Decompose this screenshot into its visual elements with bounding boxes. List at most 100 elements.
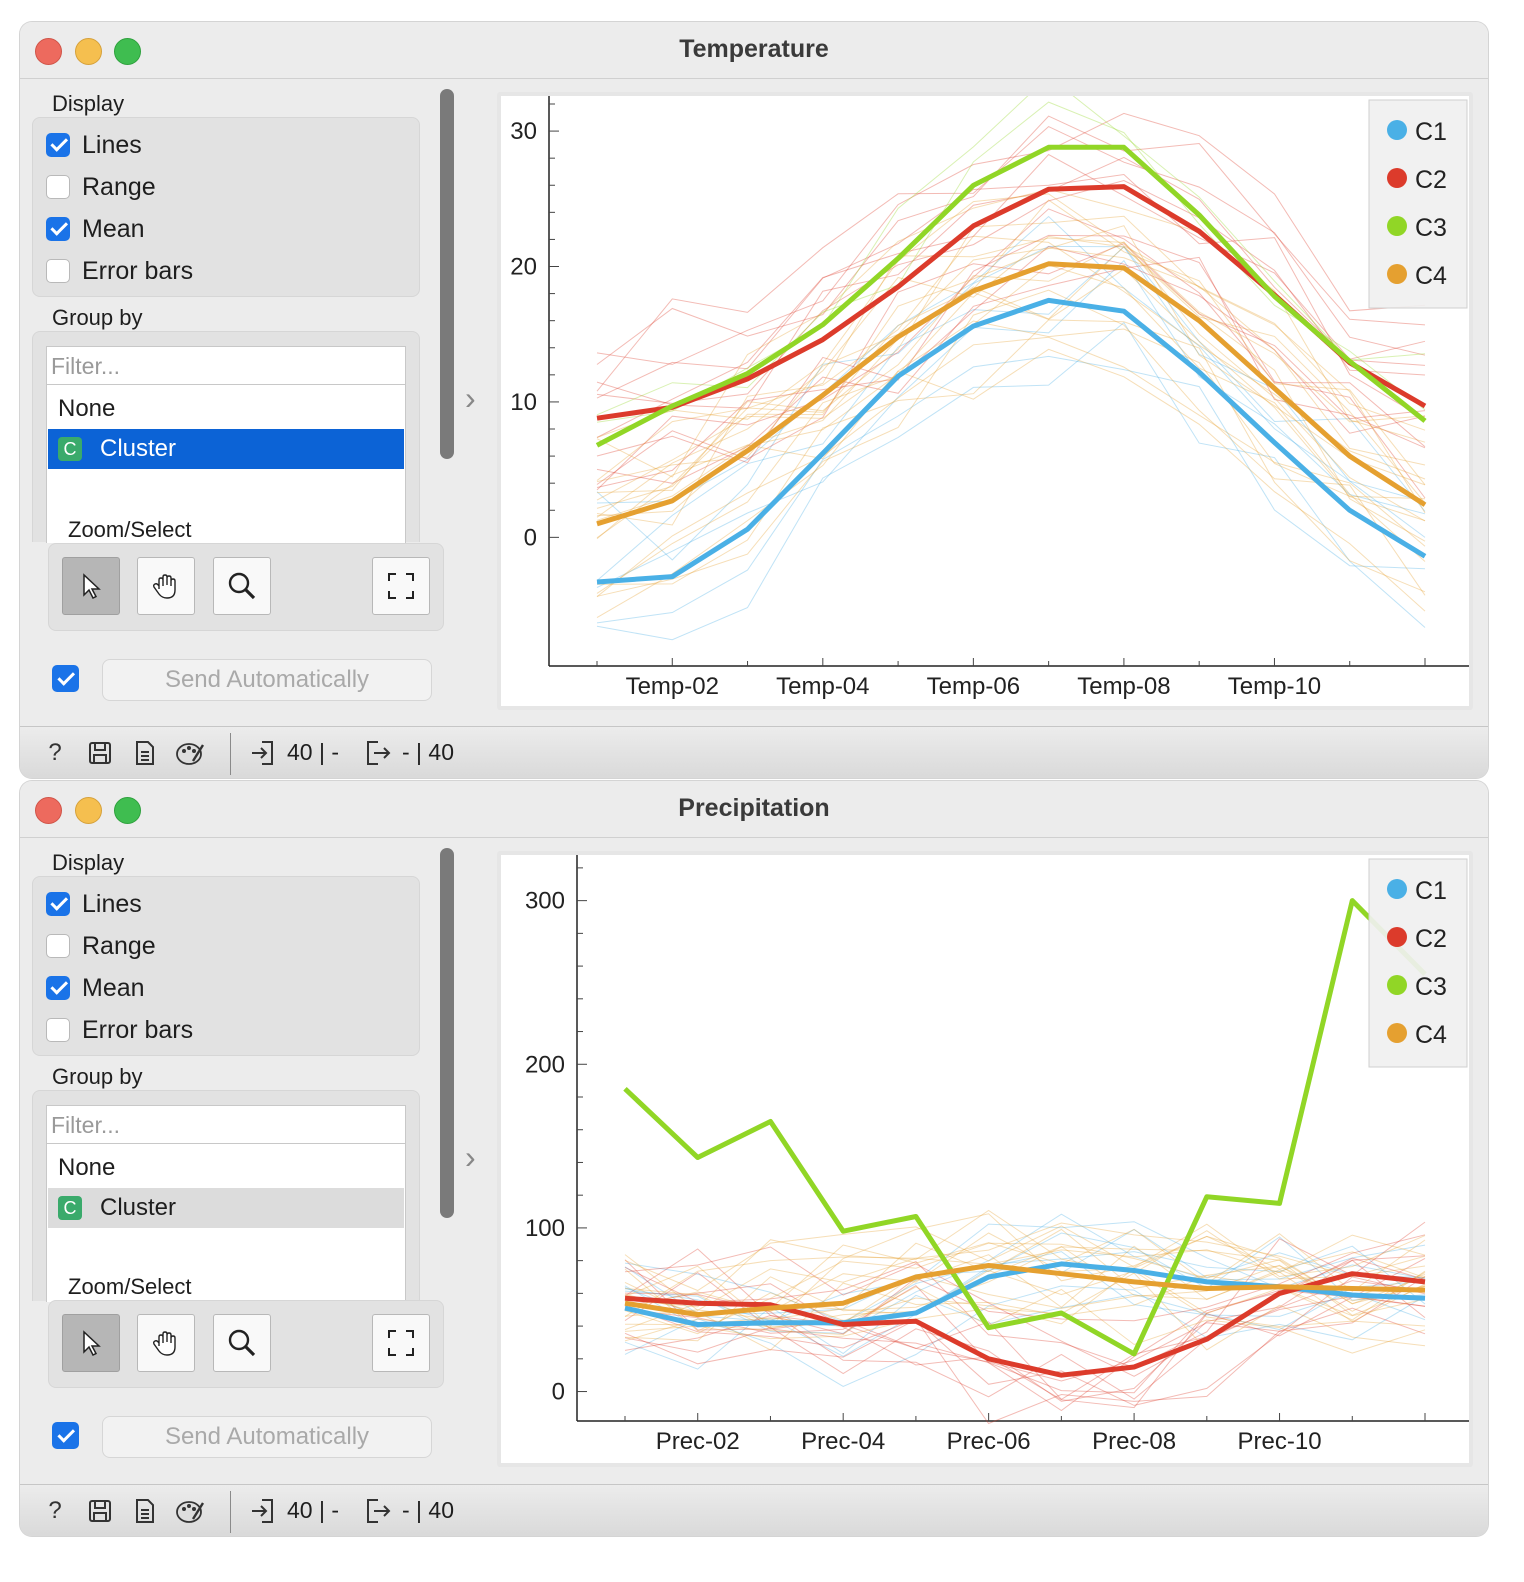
legend-label-c4: C4 [1415, 262, 1447, 290]
list-item-cluster[interactable]: C Cluster [48, 1188, 404, 1228]
individual-line-c4 [596, 225, 1426, 509]
individual-line-c4 [624, 1213, 1426, 1327]
help-icon[interactable]: ? [48, 739, 62, 766]
save-icon[interactable] [85, 1496, 115, 1526]
pan-tool-button[interactable] [137, 557, 195, 615]
zoom-select-box [48, 1300, 444, 1388]
individual-line-c1 [624, 1285, 1426, 1387]
group-by-box: Filter... None C Cluster [32, 1090, 420, 1302]
individual-line-c1 [624, 1221, 1426, 1322]
display-box: Lines Range Mean Error bars [32, 117, 420, 297]
close-window-button[interactable] [35, 38, 62, 65]
individual-line-c1 [624, 1280, 1426, 1370]
input-summary: 40 | - [287, 739, 339, 765]
checkbox-checked-icon[interactable] [46, 217, 70, 241]
close-window-button[interactable] [35, 797, 62, 824]
group-by-list[interactable]: Filter... None C Cluster [46, 346, 406, 543]
zoom-tool-button[interactable] [213, 557, 271, 615]
minimize-window-button[interactable] [75, 38, 102, 65]
control-panel: Display Lines Range Mean Error bars Grou… [20, 838, 460, 1488]
legend-box [1368, 99, 1468, 309]
zoom-window-button[interactable] [114, 38, 141, 65]
send-automatically-button[interactable]: Send Automatically [102, 659, 432, 701]
input-summary: 40 | - [287, 1497, 339, 1523]
temperature-line-chart[interactable]: 0 10 20 30 Temp-02 Temp-04 Temp-06 Temp-08 Temp-… [501, 75, 1469, 706]
pan-tool-button[interactable] [137, 1314, 195, 1372]
minimize-window-button[interactable] [75, 797, 102, 824]
palette-icon[interactable] [175, 1496, 205, 1526]
checkbox-unchecked-icon[interactable] [46, 934, 70, 958]
reset-zoom-button[interactable] [372, 1314, 430, 1372]
y-tick-label: 20 [510, 254, 537, 281]
collapse-panel-chevron-icon[interactable]: › [465, 1139, 476, 1175]
mean-checkbox[interactable]: Mean [46, 214, 145, 244]
precipitation-window: Precipitation Display Lines Range Mean E… [20, 781, 1488, 1536]
list-item-cluster[interactable]: C Cluster [48, 429, 404, 469]
display-box: Lines Range Mean Error bars [32, 876, 420, 1056]
individual-line-c2 [624, 1276, 1426, 1382]
select-tool-button[interactable] [62, 557, 120, 615]
reset-zoom-button[interactable] [372, 557, 430, 615]
error-bars-checkbox[interactable]: Error bars [46, 256, 193, 286]
collapse-panel-chevron-icon[interactable]: › [465, 380, 476, 416]
zoom-magnifier-icon [228, 1329, 256, 1357]
individual-line-c2 [624, 1283, 1426, 1409]
report-icon[interactable] [130, 1496, 160, 1526]
individual-line-c2 [596, 173, 1426, 420]
individual-line-c4 [624, 1228, 1426, 1320]
title-bar: Precipitation [20, 781, 1488, 838]
zoom-window-button[interactable] [114, 797, 141, 824]
output-summary: - | 40 [402, 739, 454, 765]
filter-input[interactable]: Filter... [47, 1106, 405, 1144]
checkbox-checked-icon[interactable] [46, 976, 70, 1000]
lines-checkbox[interactable]: Lines [46, 130, 142, 160]
checkbox-unchecked-icon[interactable] [46, 175, 70, 199]
group-by-list[interactable]: Filter... None C Cluster [46, 1105, 406, 1302]
individual-line-c2 [596, 243, 1426, 485]
mean-checkbox[interactable]: Mean [46, 973, 145, 1003]
panel-scrollbar[interactable] [440, 89, 454, 459]
lines-checkbox[interactable]: Lines [46, 889, 142, 919]
legend-marker-c2 [1387, 927, 1407, 947]
checkbox-checked-icon[interactable] [46, 133, 70, 157]
checkbox-unchecked-icon[interactable] [46, 1018, 70, 1042]
error-bars-checkbox[interactable]: Error bars [46, 1015, 193, 1045]
precipitation-line-chart[interactable]: 0 100 200 300 Prec-02 Prec-04 Prec-06 Prec-08 Pr… [501, 855, 1469, 1463]
send-automatically-checkbox[interactable] [52, 665, 79, 692]
individual-line-c2 [624, 1259, 1426, 1402]
legend-label-c1: C1 [1415, 118, 1447, 146]
output-summary: - | 40 [402, 1497, 454, 1523]
display-label: Display [52, 850, 125, 875]
checkbox-unchecked-icon[interactable] [46, 259, 70, 283]
individual-line-c4 [596, 237, 1426, 481]
checkbox-checked-icon[interactable] [46, 892, 70, 916]
individual-line-c2 [624, 1280, 1426, 1400]
x-tick-label: Prec-06 [947, 1428, 1031, 1455]
help-icon[interactable]: ? [48, 1497, 62, 1524]
plot-area[interactable]: 0 100 200 300 Prec-02 Prec-04 Prec-06 Prec-08 Pr… [501, 855, 1469, 1463]
save-icon[interactable] [85, 738, 115, 768]
panel-scrollbar[interactable] [440, 848, 454, 1218]
filter-input[interactable]: Filter... [47, 347, 405, 385]
list-item-none[interactable]: None [58, 395, 116, 422]
report-icon[interactable] [130, 738, 160, 768]
control-panel: Display Lines Range Mean Error bars Grou… [20, 79, 460, 729]
send-automatically-checkbox[interactable] [52, 1422, 79, 1449]
individual-line-c4 [624, 1264, 1426, 1342]
x-tick-label: Prec-02 [656, 1428, 740, 1455]
x-tick-label: Prec-10 [1238, 1428, 1322, 1455]
individual-line-c3 [596, 75, 1426, 423]
select-tool-button[interactable] [62, 1314, 120, 1372]
range-checkbox[interactable]: Range [46, 172, 156, 202]
zoom-tool-button[interactable] [213, 1314, 271, 1372]
legend: C1 C2 C3 C4 [1368, 858, 1468, 1068]
range-checkbox[interactable]: Range [46, 931, 156, 961]
fit-view-icon [388, 573, 414, 599]
legend-label-c2: C2 [1415, 166, 1447, 194]
plot-area[interactable]: 0 10 20 30 Temp-02 Temp-04 Temp-06 Temp-08 Temp-… [501, 75, 1469, 706]
list-item-none[interactable]: None [58, 1154, 116, 1181]
send-automatically-button[interactable]: Send Automatically [102, 1416, 432, 1458]
y-tick-label: 30 [510, 118, 537, 145]
palette-icon[interactable] [175, 738, 205, 768]
legend-label-c3: C3 [1415, 973, 1447, 1001]
